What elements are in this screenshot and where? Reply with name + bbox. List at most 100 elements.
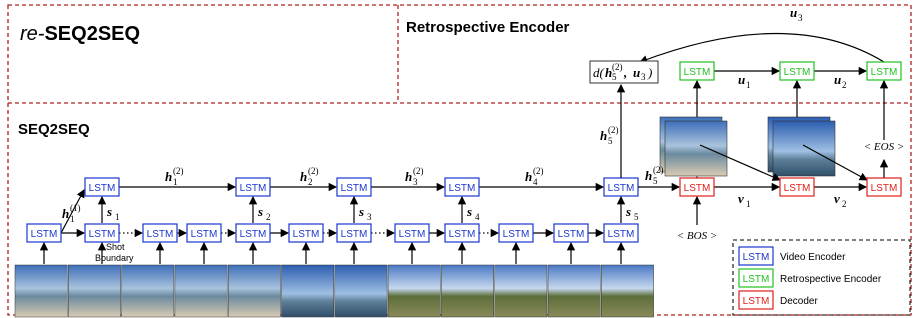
lstm-label: LSTM (608, 229, 635, 240)
math-base: s (466, 204, 472, 219)
math-sup: (2) (533, 166, 544, 176)
math-base: h (300, 169, 307, 184)
lstm-label: LSTM (449, 229, 476, 240)
bos: < BOS > (677, 230, 718, 242)
math-sub: 3 (367, 212, 372, 222)
shot-boundary: Shot (106, 242, 125, 252)
lstm-label: LSTM (743, 252, 770, 263)
frame-image (548, 265, 600, 317)
math-base: u (790, 5, 797, 20)
math-sub: 5 (612, 72, 617, 82)
math-base: , (623, 65, 627, 80)
math-sub: 3 (413, 177, 418, 187)
legend-label: Video Encoder (780, 252, 846, 263)
title: re-SEQ2SEQ (20, 23, 140, 45)
math-base: s (358, 204, 364, 219)
frame-image (228, 265, 280, 317)
lstm-label: LSTM (684, 67, 711, 78)
lstm-label: LSTM (608, 183, 635, 194)
frame-image (68, 265, 120, 317)
lstm-label: LSTM (341, 229, 368, 240)
math-sup: (2) (608, 125, 619, 135)
frame-image (15, 265, 67, 317)
frame-image (495, 265, 547, 317)
math-sub: 2 (266, 212, 271, 222)
math-sup: (2) (653, 165, 664, 175)
frame-image (773, 121, 835, 176)
lstm-label: LSTM (871, 67, 898, 78)
frame-image (665, 121, 727, 176)
math-base: h (600, 128, 607, 143)
lstm-label: LSTM (784, 183, 811, 194)
math-sub: 2 (842, 199, 847, 209)
lstm-label: LSTM (89, 229, 116, 240)
frame-image (601, 265, 653, 317)
math-sup: (2) (173, 166, 184, 176)
math-sub: 3 (641, 72, 646, 82)
math-sub: 3 (798, 13, 803, 23)
math-sub: 2 (842, 80, 847, 90)
lstm-label: LSTM (684, 183, 711, 194)
math-sub: 1 (70, 214, 75, 224)
lstm-label: LSTM (449, 183, 476, 194)
lstm-label: LSTM (558, 229, 585, 240)
math-base: s (257, 204, 263, 219)
math-base: s (625, 204, 631, 219)
arrow (640, 34, 884, 63)
math-base: v (738, 191, 744, 206)
math-sub: 1 (746, 199, 751, 209)
lstm-label: LSTM (871, 183, 898, 194)
math-sub: 5 (608, 136, 613, 146)
math-sub: 2 (308, 177, 313, 187)
math-sub: 5 (634, 212, 639, 222)
math-sub: 5 (653, 176, 658, 186)
math-sup: (2) (308, 166, 319, 176)
seq-title: SEQ2SEQ (18, 121, 90, 138)
math-base: s (106, 204, 112, 219)
math-sup: (2) (413, 166, 424, 176)
lstm-label: LSTM (341, 183, 368, 194)
math-base: u (633, 65, 640, 80)
lstm-label: LSTM (31, 229, 58, 240)
math-base: h (405, 169, 412, 184)
lstm-label: LSTM (743, 274, 770, 285)
frame-image (441, 265, 493, 317)
math-base: u (738, 72, 745, 87)
math-base: ) (647, 65, 652, 80)
lstm-label: LSTM (293, 229, 320, 240)
math-sup: (2) (612, 62, 623, 72)
math-sub: 1 (746, 80, 751, 90)
math-base: h (165, 169, 172, 184)
math-sub: 4 (475, 212, 480, 222)
frame-image (282, 265, 334, 317)
frame-image (175, 265, 227, 317)
math-base: h (645, 168, 652, 183)
lstm-label: LSTM (503, 229, 530, 240)
frame-image (335, 265, 387, 317)
frame-image (388, 265, 440, 317)
shot-boundary: Boundary (95, 253, 134, 263)
lstm-label: LSTM (743, 296, 770, 307)
lstm-label: LSTM (89, 183, 116, 194)
lstm-label: LSTM (147, 229, 174, 240)
math-sub: 1 (173, 177, 178, 187)
eos: < EOS > (864, 141, 905, 153)
diagram: re-SEQ2SEQ Retrospective Encoder SEQ2SEQ… (0, 0, 914, 318)
retro-title: Retrospective Encoder (406, 19, 570, 36)
lstm-label: LSTM (240, 183, 267, 194)
math-base: v (834, 191, 840, 206)
lstm-label: LSTM (240, 229, 267, 240)
legend-label: Retrospective Encoder (780, 274, 882, 285)
lstm-label: LSTM (784, 67, 811, 78)
math-base: u (834, 72, 841, 87)
math-sub: 1 (115, 212, 120, 222)
math-base: h (525, 169, 532, 184)
lstm-label: LSTM (399, 229, 426, 240)
lstm-label: LSTM (191, 229, 218, 240)
frame-image (122, 265, 174, 317)
legend-label: Decoder (780, 296, 818, 307)
math-sup: (1) (70, 203, 81, 213)
math-base: d( (593, 65, 605, 80)
math-base: h (62, 206, 69, 221)
math-sub: 4 (533, 177, 538, 187)
